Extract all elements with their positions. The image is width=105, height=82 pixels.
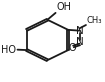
Text: N: N: [76, 26, 84, 36]
Text: HO: HO: [1, 45, 16, 55]
Text: O: O: [68, 43, 76, 53]
Text: CH₃: CH₃: [86, 16, 102, 25]
Text: OH: OH: [56, 2, 71, 12]
Text: N: N: [76, 37, 84, 47]
